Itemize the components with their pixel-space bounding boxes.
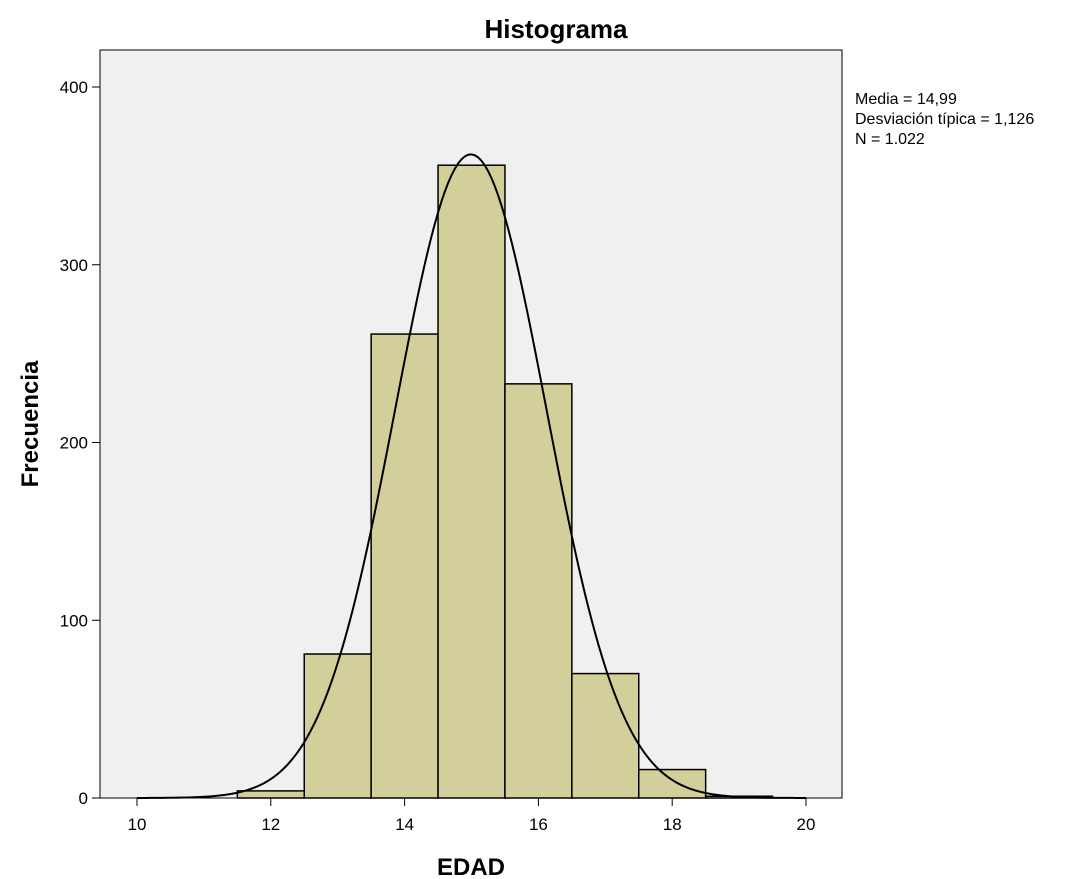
y-tick-label: 100	[60, 611, 88, 630]
x-tick-label: 10	[128, 815, 147, 834]
x-tick-label: 12	[261, 815, 280, 834]
x-tick-label: 16	[529, 815, 548, 834]
stats-box: Media = 14,99 Desviación típica = 1,126 …	[855, 91, 1034, 148]
bars-group	[236, 164, 774, 799]
y-tick-label: 300	[60, 256, 88, 275]
stats-n: N = 1.022	[855, 131, 925, 148]
stats-sd: Desviación típica = 1,126	[855, 111, 1034, 128]
y-axis-label: Frecuencia	[17, 360, 44, 487]
histogram-bar	[303, 653, 372, 799]
chart-title: Histograma	[484, 14, 628, 44]
histogram-bar	[638, 768, 707, 799]
stats-mean: Media = 14,99	[855, 91, 957, 108]
histogram-bar	[370, 333, 439, 799]
histogram-bar	[236, 790, 306, 799]
x-axis-label: EDAD	[437, 854, 505, 879]
normal-curve	[136, 153, 807, 799]
histogram-bar	[571, 672, 640, 799]
y-tick-label: 200	[60, 434, 88, 453]
x-tick-label: 20	[797, 815, 816, 834]
y-tick-label: 400	[60, 78, 88, 97]
histogram-bar	[504, 383, 573, 799]
histogram-bar	[437, 164, 506, 799]
x-tick-label: 14	[395, 815, 414, 834]
x-tick-label: 18	[663, 815, 682, 834]
y-tick-label: 0	[79, 789, 88, 808]
